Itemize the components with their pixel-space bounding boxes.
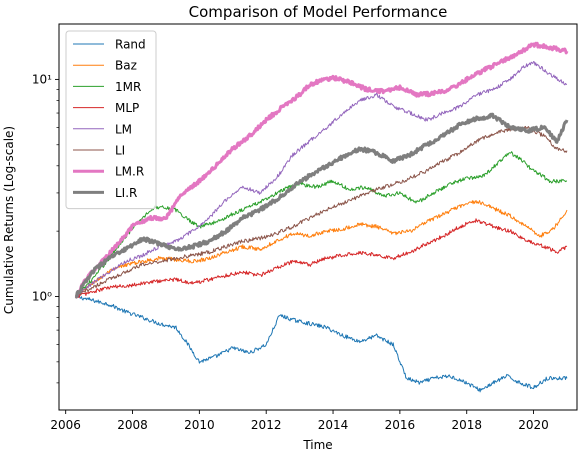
x-tick-label: 2018 [451, 418, 482, 432]
series-baz-line [75, 200, 568, 297]
x-tick-label: 2012 [251, 418, 282, 432]
x-tick-label: 2016 [385, 418, 416, 432]
series-li-r-line [74, 112, 569, 299]
legend-label: LM [115, 122, 132, 136]
legend-label: LI.R [115, 186, 137, 200]
x-axis-label: Time [302, 438, 332, 452]
x-tick-label: 2008 [117, 418, 148, 432]
series-1mr-line [75, 151, 568, 297]
legend-label: LI [115, 144, 125, 158]
x-tick-label: 2020 [518, 418, 549, 432]
y-axis-label: Cumulative Returns (Log-scale) [2, 126, 16, 314]
series-layer [74, 41, 569, 393]
x-tick-label: 2014 [318, 418, 349, 432]
plot-frame [58, 23, 578, 411]
legend-label: 1MR [115, 80, 141, 94]
chart-title: Comparison of Model Performance [189, 3, 448, 21]
series-lm-line [75, 125, 568, 297]
series-mlp-line [75, 218, 568, 298]
series-mlp-line [75, 61, 568, 298]
legend-label: Baz [115, 59, 137, 73]
legend-label: MLP [115, 101, 139, 115]
series-lm-r-line [74, 41, 569, 299]
legend-label: LM.R [115, 165, 144, 179]
y-tick-label: 10¹ [32, 72, 52, 86]
x-tick-label: 2006 [50, 418, 81, 432]
legend-label: Rand [115, 38, 146, 52]
x-tick-label: 2010 [184, 418, 215, 432]
series-rand-line [75, 294, 568, 393]
legend-box [65, 30, 157, 210]
y-major-ticks: 10⁰ 10¹ [32, 72, 59, 303]
y-tick-label: 10⁰ [32, 289, 52, 303]
legend: Rand Baz 1MR MLP LM LI LM.R LI.R [65, 30, 157, 210]
x-ticks: 2006 2008 2010 2012 2014 2016 2018 2020 [50, 410, 549, 432]
